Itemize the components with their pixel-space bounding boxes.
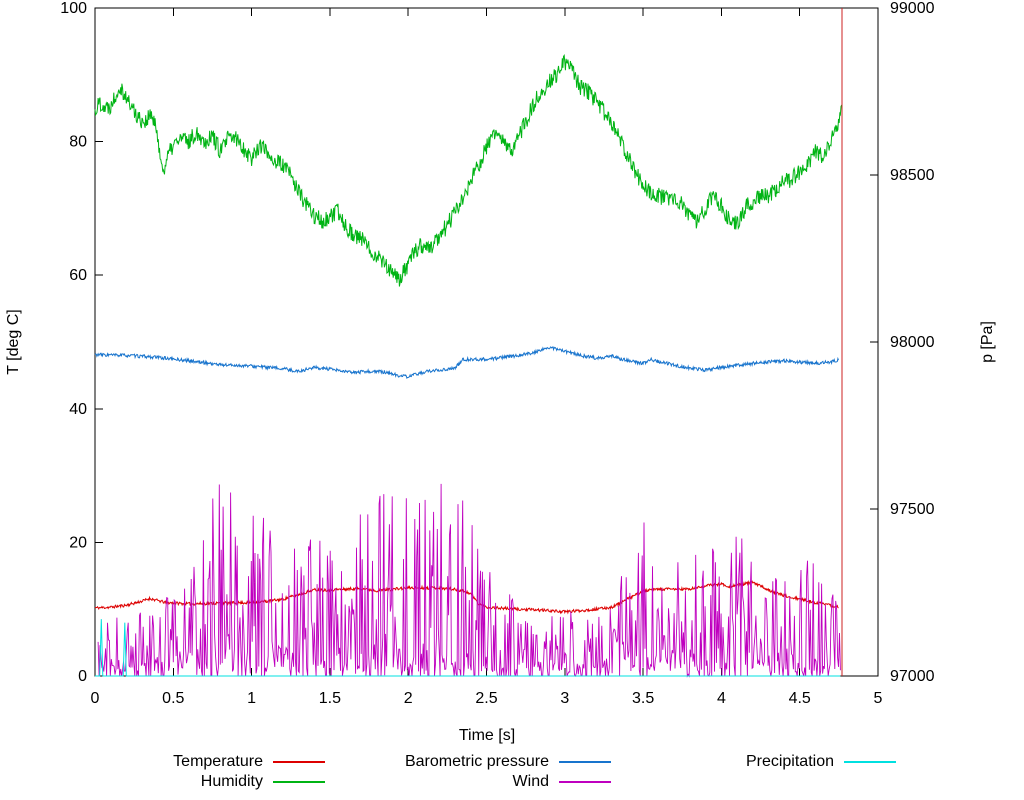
y-left-tick-label: 0	[78, 668, 87, 685]
legend-item-barometric-pressure: Barometric pressure	[405, 752, 611, 772]
x-tick-label: 2	[404, 690, 413, 707]
legend-line-sample-wind	[559, 781, 611, 783]
legend-label-precipitation: Precipitation	[745, 753, 834, 770]
legend-label-barometric-pressure: Barometric pressure	[404, 753, 549, 770]
y-left-tick-label: 80	[69, 134, 87, 151]
legend-label-wind: Wind	[512, 773, 549, 790]
legend-line-sample-barometric-pressure	[559, 761, 611, 763]
humidity-series	[94, 53, 843, 287]
legend-line-sample-precipitation	[844, 761, 896, 763]
y-left-tick-label: 60	[69, 267, 87, 284]
x-axis-label: Time [s]	[458, 727, 516, 744]
y-left-tick-label: 20	[69, 534, 87, 551]
wind-series	[97, 483, 841, 678]
legend-label-temperature: Temperature	[173, 753, 263, 770]
y-right-tick-label: 98500	[890, 167, 935, 184]
y-right-tick-label: 99000	[890, 0, 935, 17]
x-tick-label: 4	[717, 690, 726, 707]
legend-item-precipitation: Precipitation	[746, 752, 896, 772]
x-tick-label: 3.5	[632, 690, 654, 707]
barometric-pressure-series	[94, 346, 839, 379]
x-tick-label: 0.5	[162, 690, 184, 707]
y-left-tick-label: 40	[69, 401, 87, 418]
x-tick-label: 3	[560, 690, 569, 707]
x-tick-label: 5	[874, 690, 883, 707]
y-right-tick-label: 97000	[890, 668, 935, 685]
y-axis-label-left: T [deg C]	[5, 309, 22, 375]
legend-line-sample-temperature	[273, 761, 325, 763]
legend-item-wind: Wind	[513, 772, 611, 792]
y-left-tick-label: 100	[60, 0, 87, 17]
y-right-tick-label: 97500	[890, 501, 935, 518]
temperature-series	[94, 579, 839, 615]
y-axis-label-right: p [Pa]	[979, 321, 996, 363]
y-right-tick-label: 98000	[890, 334, 935, 351]
legend-item-humidity: Humidity	[201, 772, 325, 792]
legend-line-sample-humidity	[273, 781, 325, 783]
precipitation-series	[95, 619, 841, 677]
legend-item-temperature: Temperature	[173, 752, 325, 772]
x-tick-label: 0	[91, 690, 100, 707]
x-tick-label: 4.5	[789, 690, 811, 707]
x-tick-label: 1.5	[319, 690, 341, 707]
x-tick-label: 1	[247, 690, 256, 707]
legend-label-humidity: Humidity	[200, 773, 263, 790]
x-tick-label: 2.5	[475, 690, 497, 707]
